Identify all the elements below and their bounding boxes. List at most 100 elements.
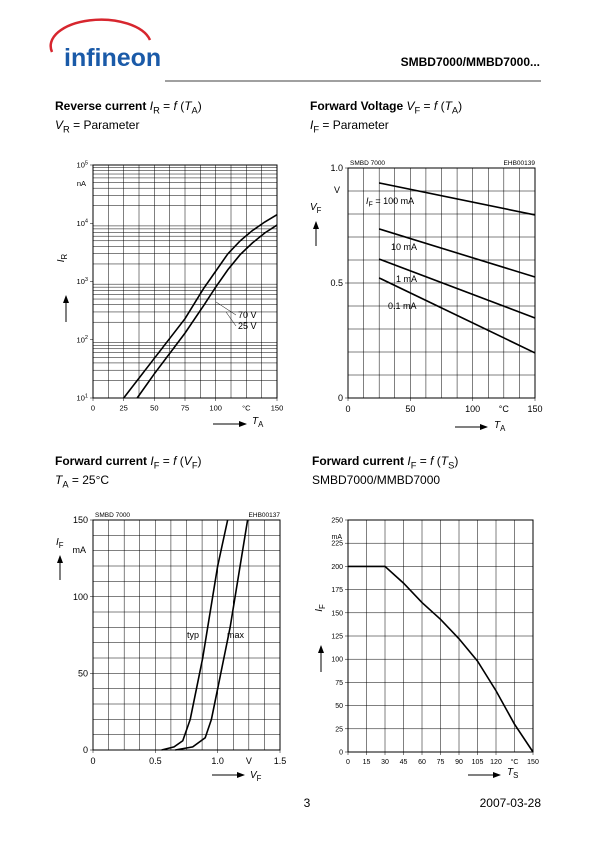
y-tick-label: 104 — [77, 219, 88, 228]
x-axis-label: TA — [252, 416, 264, 429]
text-segment: T — [494, 420, 501, 431]
chart-title: Forward current IF = f (VF) — [55, 454, 202, 471]
x-tick-label: 150 — [527, 404, 542, 414]
y-tick-text: 0 — [83, 745, 88, 755]
logo-swoosh — [49, 18, 152, 53]
text-segment: = — [373, 196, 383, 206]
text-segment: ( — [176, 454, 183, 468]
plot-frame — [92, 519, 281, 751]
curve — [378, 258, 536, 319]
y-tick-text: 0 — [339, 749, 343, 756]
series-label: max — [227, 630, 245, 640]
series-name: typ — [187, 630, 199, 640]
text-segment: F — [313, 125, 319, 135]
y-tick-base: 10 — [77, 277, 85, 286]
x-tick-label: 0 — [90, 756, 95, 766]
text-segment: f — [430, 454, 435, 468]
y-axis-label: IR — [56, 253, 69, 262]
text-segment: A — [500, 424, 506, 433]
text-segment: F — [369, 202, 373, 209]
y-tick-label: 75 — [335, 680, 343, 687]
text-segment: R — [153, 106, 160, 116]
y-tick-label: 50 — [78, 668, 88, 678]
chart-title: Forward current IF = f (TS) — [312, 454, 458, 471]
y-tick-exponent: 3 — [85, 277, 88, 283]
x-tick-label: 0.5 — [149, 756, 162, 766]
series-label: 70 V — [238, 310, 257, 320]
series-name: 25 V — [238, 321, 257, 331]
text-segment: T — [445, 99, 454, 113]
y-tick-label: 100 — [331, 657, 343, 664]
series-name: max — [227, 630, 245, 640]
series-label: IF = 100 mA — [366, 196, 414, 209]
x-tick-label: 60 — [418, 759, 426, 766]
x-unit: °C — [511, 758, 519, 766]
logo: infineon — [64, 44, 161, 72]
y-tick-label: 105 — [77, 160, 88, 169]
text-segment: F — [257, 774, 262, 783]
chart-subtitle: IF = Parameter — [310, 118, 389, 135]
y-tick-label: 225 — [331, 541, 343, 548]
y-tick-base: 10 — [77, 219, 85, 228]
x-tick-label: 1.0 — [211, 756, 224, 766]
x-tick-label: 30 — [381, 759, 389, 766]
header-title: SMBD7000/MMBD7000... — [401, 55, 540, 69]
x-tick-label: 25 — [119, 404, 127, 413]
x-tick-label: 50 — [405, 404, 415, 414]
text-segment: = — [159, 454, 173, 468]
text-segment: ( — [177, 99, 184, 113]
text-segment: f — [173, 454, 178, 468]
text-segment: V — [310, 202, 318, 213]
text-segment: T — [441, 454, 450, 468]
x-tick-label: 45 — [400, 759, 408, 766]
y-tick-exponent: 1 — [85, 393, 88, 399]
y-tick-text: 100 — [73, 592, 88, 602]
y-tick-exponent: 4 — [85, 219, 88, 225]
x-axis-label: TA — [494, 420, 506, 433]
text-segment: V — [184, 454, 193, 468]
y-tick-label: 0.5 — [330, 278, 343, 288]
page-number: 3 — [304, 796, 311, 810]
text-segment: I — [56, 259, 67, 262]
series-name: 1 mA — [396, 274, 417, 284]
y-tick-text: 1.0 — [330, 163, 343, 173]
y-tick-text: 125 — [331, 633, 343, 640]
text-segment: V — [250, 770, 258, 781]
text-segment: = Parameter — [319, 118, 389, 132]
text-segment: Forward current — [55, 454, 147, 468]
text-segment: F — [192, 461, 198, 471]
curve — [379, 182, 536, 216]
y-axis-label: IF — [56, 537, 64, 550]
y-tick-text: 25 — [335, 726, 343, 733]
text-segment: I — [150, 454, 154, 468]
text-segment: ) — [454, 454, 458, 468]
y-tick-label: 200 — [331, 564, 343, 571]
curve — [136, 224, 278, 399]
text-segment: Forward current — [312, 454, 404, 468]
y-tick-text: 100 — [331, 657, 343, 664]
series-name: 100 mA — [383, 196, 414, 206]
text-segment: A — [62, 480, 69, 490]
text-segment: R — [63, 125, 70, 135]
text-segment: = — [160, 99, 174, 113]
text-segment: ) — [198, 454, 202, 468]
chart-title: Forward Voltage VF = f (TA) — [310, 99, 462, 116]
y-tick-text: 175 — [331, 587, 343, 594]
y-tick-base: 10 — [77, 161, 85, 170]
chart-subtitle: VR = Parameter — [55, 118, 139, 135]
y-tick-label: 50 — [335, 703, 343, 710]
y-tick-label: 250 — [331, 517, 343, 524]
plot-note: EHB00137 — [249, 512, 281, 519]
x-tick-label: 105 — [472, 759, 484, 766]
series-label: 10 mA — [391, 242, 417, 252]
text-segment: V — [406, 99, 415, 113]
y-unit: nA — [77, 179, 86, 188]
text-segment: I — [366, 196, 369, 206]
y-unit: V — [334, 185, 340, 195]
y-tick-label: 1.0 — [330, 163, 343, 173]
text-segment: S — [448, 461, 454, 471]
text-segment: T — [184, 99, 193, 113]
x-tick-label: 100 — [465, 404, 480, 414]
text-segment: A — [192, 106, 199, 116]
